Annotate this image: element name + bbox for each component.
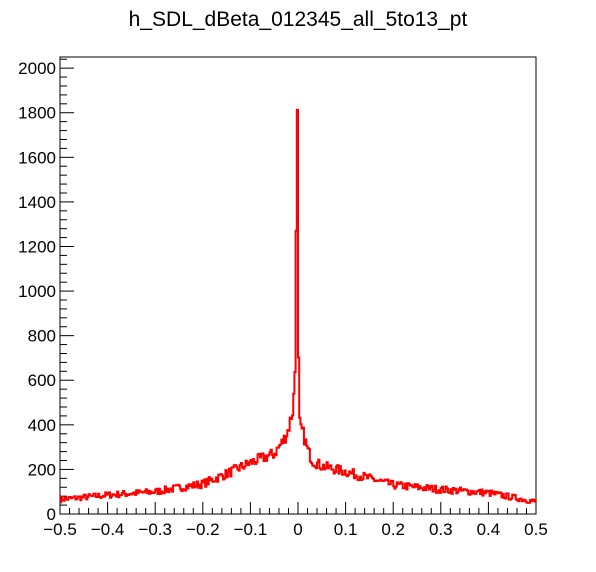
- y-tick-label: 400: [28, 416, 56, 435]
- x-tick-label: −0.3: [138, 520, 172, 539]
- y-tick-label: 1600: [18, 148, 56, 167]
- x-tick-label: −0.5: [43, 520, 77, 539]
- y-tick-label: 800: [28, 327, 56, 346]
- histogram-line: [60, 108, 536, 504]
- y-tick-label: 2000: [18, 59, 56, 78]
- x-tick-label: 0.1: [334, 520, 358, 539]
- y-tick-label: 1000: [18, 282, 56, 301]
- y-tick-label: 0: [47, 505, 56, 524]
- y-tick-label: 200: [28, 460, 56, 479]
- chart-title: h_SDL_dBeta_012345_all_5to13_pt: [128, 8, 468, 31]
- x-tick-label: 0.4: [477, 520, 501, 539]
- x-tick-label: 0.5: [524, 520, 548, 539]
- y-tick-label: 1800: [18, 104, 56, 123]
- x-tick-label: 0.3: [429, 520, 453, 539]
- y-tick-label: 1200: [18, 237, 56, 256]
- y-tick-label: 600: [28, 371, 56, 390]
- y-tick-label: 1400: [18, 193, 56, 212]
- x-tick-label: −0.2: [186, 520, 220, 539]
- x-tick-label: −0.4: [91, 520, 125, 539]
- x-tick-label: −0.1: [234, 520, 268, 539]
- x-tick-label: 0.2: [381, 520, 405, 539]
- x-tick-label: 0: [293, 520, 302, 539]
